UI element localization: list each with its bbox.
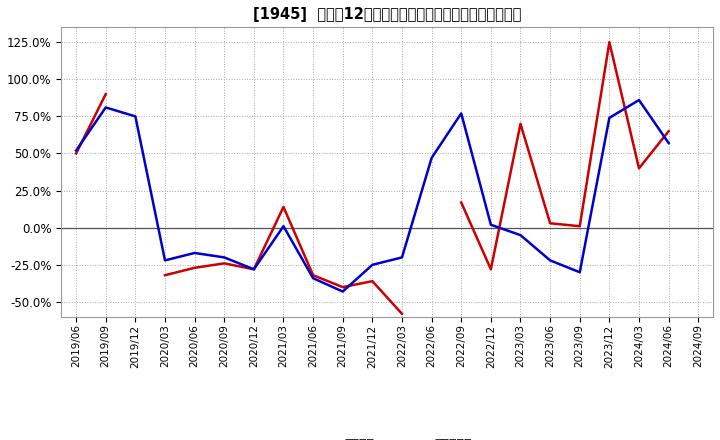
経常利益 <box>102 105 110 110</box>
経常利益 <box>338 289 347 294</box>
Line: 経常利益: 経常利益 <box>76 100 669 292</box>
経常利益 <box>605 115 613 121</box>
経常利益 <box>220 255 228 260</box>
経常利益 <box>487 222 495 227</box>
Legend: 経常利益, 当期純利益: 経常利益, 当期純利益 <box>298 433 477 440</box>
経常利益 <box>634 97 643 103</box>
当期純利益 <box>102 92 110 97</box>
経常利益 <box>665 140 673 146</box>
経常利益 <box>250 267 258 272</box>
経常利益 <box>397 255 406 260</box>
経常利益 <box>427 155 436 161</box>
経常利益 <box>279 224 288 229</box>
経常利益 <box>131 114 140 119</box>
当期純利益 <box>72 151 81 156</box>
Title: [1945]  利益だ12か月移動合計の対前年同期増減率の推移: [1945] 利益だ12か月移動合計の対前年同期増減率の推移 <box>253 7 521 22</box>
経常利益 <box>309 275 318 281</box>
経常利益 <box>190 250 199 256</box>
経常利益 <box>72 148 81 153</box>
Line: 当期純利益: 当期純利益 <box>76 94 106 154</box>
経常利益 <box>457 111 466 116</box>
経常利益 <box>161 258 169 263</box>
経常利益 <box>368 262 377 268</box>
経常利益 <box>516 232 525 238</box>
経常利益 <box>575 270 584 275</box>
経常利益 <box>546 258 554 263</box>
